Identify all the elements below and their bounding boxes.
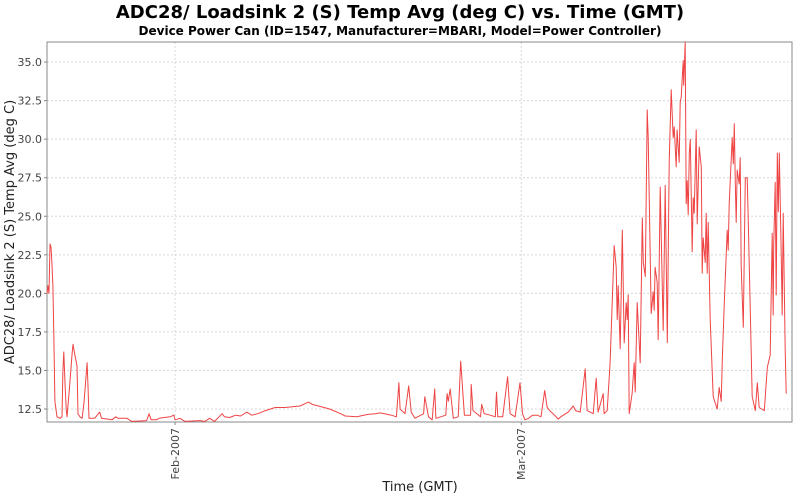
y-tick-label: 25.0 — [18, 210, 43, 223]
y-tick-label: 20.0 — [18, 287, 43, 300]
chart-title: ADC28/ Loadsink 2 (S) Temp Avg (deg C) v… — [115, 2, 685, 23]
x-tick-label: Feb-2007 — [169, 428, 182, 479]
series-line — [46, 41, 787, 422]
y-tick-label: 17.5 — [18, 326, 43, 339]
chart-subtitle: Device Power Can (ID=1547, Manufacturer=… — [138, 24, 662, 38]
plot-border — [46, 41, 793, 423]
grid-lines — [47, 42, 792, 422]
y-tick-label: 15.0 — [18, 364, 43, 377]
x-tick-label: Mar-2007 — [515, 428, 528, 480]
y-axis-label: ADC28/ Loadsink 2 (S) Temp Avg (deg C) — [3, 100, 18, 364]
y-tick-label: 22.5 — [18, 249, 43, 262]
y-tick-label: 35.0 — [18, 56, 43, 69]
x-axis: Feb-2007 Mar-2007 — [169, 422, 528, 480]
y-tick-label: 32.5 — [18, 95, 43, 108]
y-tick-label: 30.0 — [18, 133, 43, 146]
y-tick-label: 12.5 — [18, 403, 43, 416]
y-axis: 12.5 15.0 17.5 20.0 22.5 25.0 27.5 30.0 32.5 35.0 — [18, 56, 47, 416]
x-axis-label: Time (GMT) — [381, 480, 457, 495]
y-tick-label: 27.5 — [18, 172, 43, 185]
